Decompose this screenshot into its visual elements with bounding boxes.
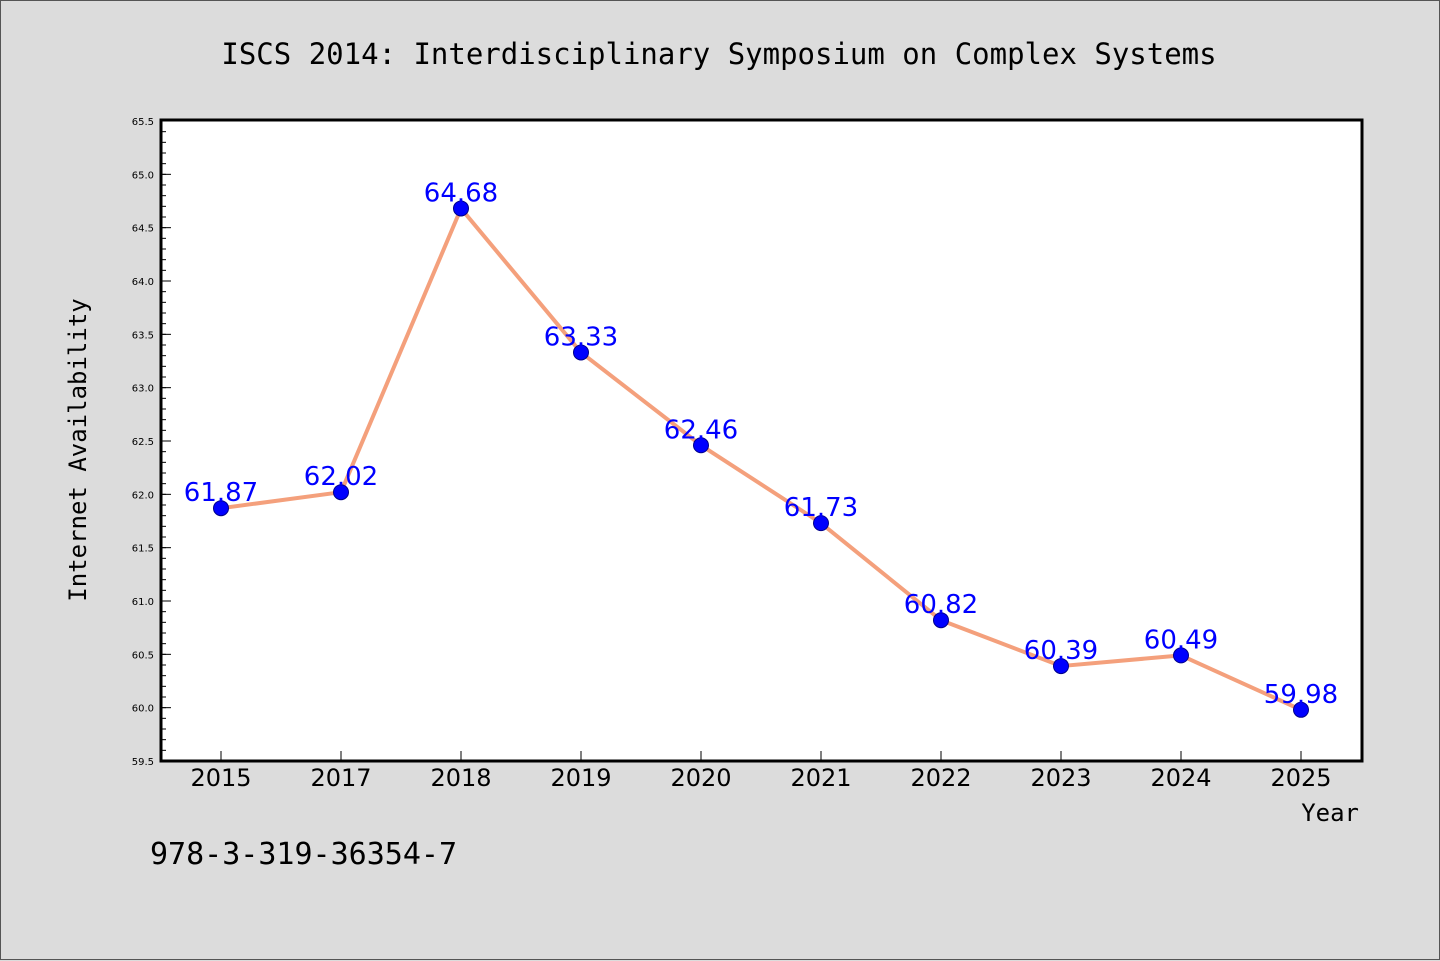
series-line <box>220 206 1302 712</box>
y-tick-label: 62.0 <box>132 490 154 501</box>
x-tick-label: 2024 <box>1150 764 1211 792</box>
y-tick-label: 61.0 <box>132 597 154 608</box>
data-point <box>453 200 469 217</box>
data-label: 59.98 <box>1264 680 1338 710</box>
data-label: 61.73 <box>784 493 858 523</box>
data-point <box>693 437 709 454</box>
y-tick-label: 63.5 <box>132 330 154 341</box>
x-tick-label: 2020 <box>670 764 731 792</box>
x-tick-label: 2025 <box>1270 764 1331 792</box>
y-axis: 59.5 60.0 60.5 61.0 61.5 62.0 62.5 63.0 63.5 64.0… <box>132 117 171 768</box>
data-point <box>933 612 949 629</box>
data-point <box>1293 701 1309 718</box>
y-tick-label: 60.0 <box>132 704 154 715</box>
y-tick-label: 61.5 <box>132 544 154 555</box>
data-label: 62.02 <box>304 462 378 492</box>
y-tick-label: 65.5 <box>132 117 154 128</box>
y-tick-label: 62.5 <box>132 437 154 448</box>
x-tick-label: 2015 <box>190 764 251 792</box>
data-label: 64.68 <box>424 178 498 208</box>
data-point <box>813 515 829 532</box>
y-tick-label: 64.5 <box>132 224 154 235</box>
y-axis-label: Internet Availability <box>64 298 92 601</box>
data-label: 60.49 <box>1144 625 1218 655</box>
x-tick-label: 2019 <box>550 764 611 792</box>
y-tick-label: 64.0 <box>132 277 154 288</box>
data-point <box>573 344 589 361</box>
y-tick-label: 65.0 <box>132 170 154 181</box>
data-point <box>1053 658 1069 675</box>
x-axis-label: Year <box>1301 799 1359 827</box>
x-tick-label: 2022 <box>910 764 971 792</box>
x-axis: 2015 2017 2018 2019 2020 2021 2022 2023 2024 2025 <box>190 751 1332 792</box>
x-tick-label: 2017 <box>310 764 371 792</box>
isbn-footer: 978-3-319-36354-7 <box>150 837 457 872</box>
data-point <box>333 484 349 501</box>
data-label: 60.39 <box>1024 636 1098 666</box>
y-tick-label: 59.5 <box>132 757 154 768</box>
data-point <box>1173 647 1189 664</box>
data-point <box>213 500 229 517</box>
data-label: 63.33 <box>544 322 618 352</box>
y-tick-label: 60.5 <box>132 650 154 661</box>
data-label: 61.87 <box>184 478 258 508</box>
data-label: 60.82 <box>904 590 978 620</box>
x-tick-label: 2018 <box>430 764 491 792</box>
plot-area <box>159 118 1364 763</box>
x-tick-label: 2021 <box>790 764 851 792</box>
data-label: 62.46 <box>664 415 738 445</box>
x-tick-label: 2023 <box>1030 764 1091 792</box>
chart-title: ISCS 2014: Interdisciplinary Symposium o… <box>221 37 1216 71</box>
y-tick-label: 63.0 <box>132 384 154 395</box>
series-layer: 61.87 62.02 64.68 63.33 62.46 61.73 60.82 60.39… <box>184 178 1338 718</box>
